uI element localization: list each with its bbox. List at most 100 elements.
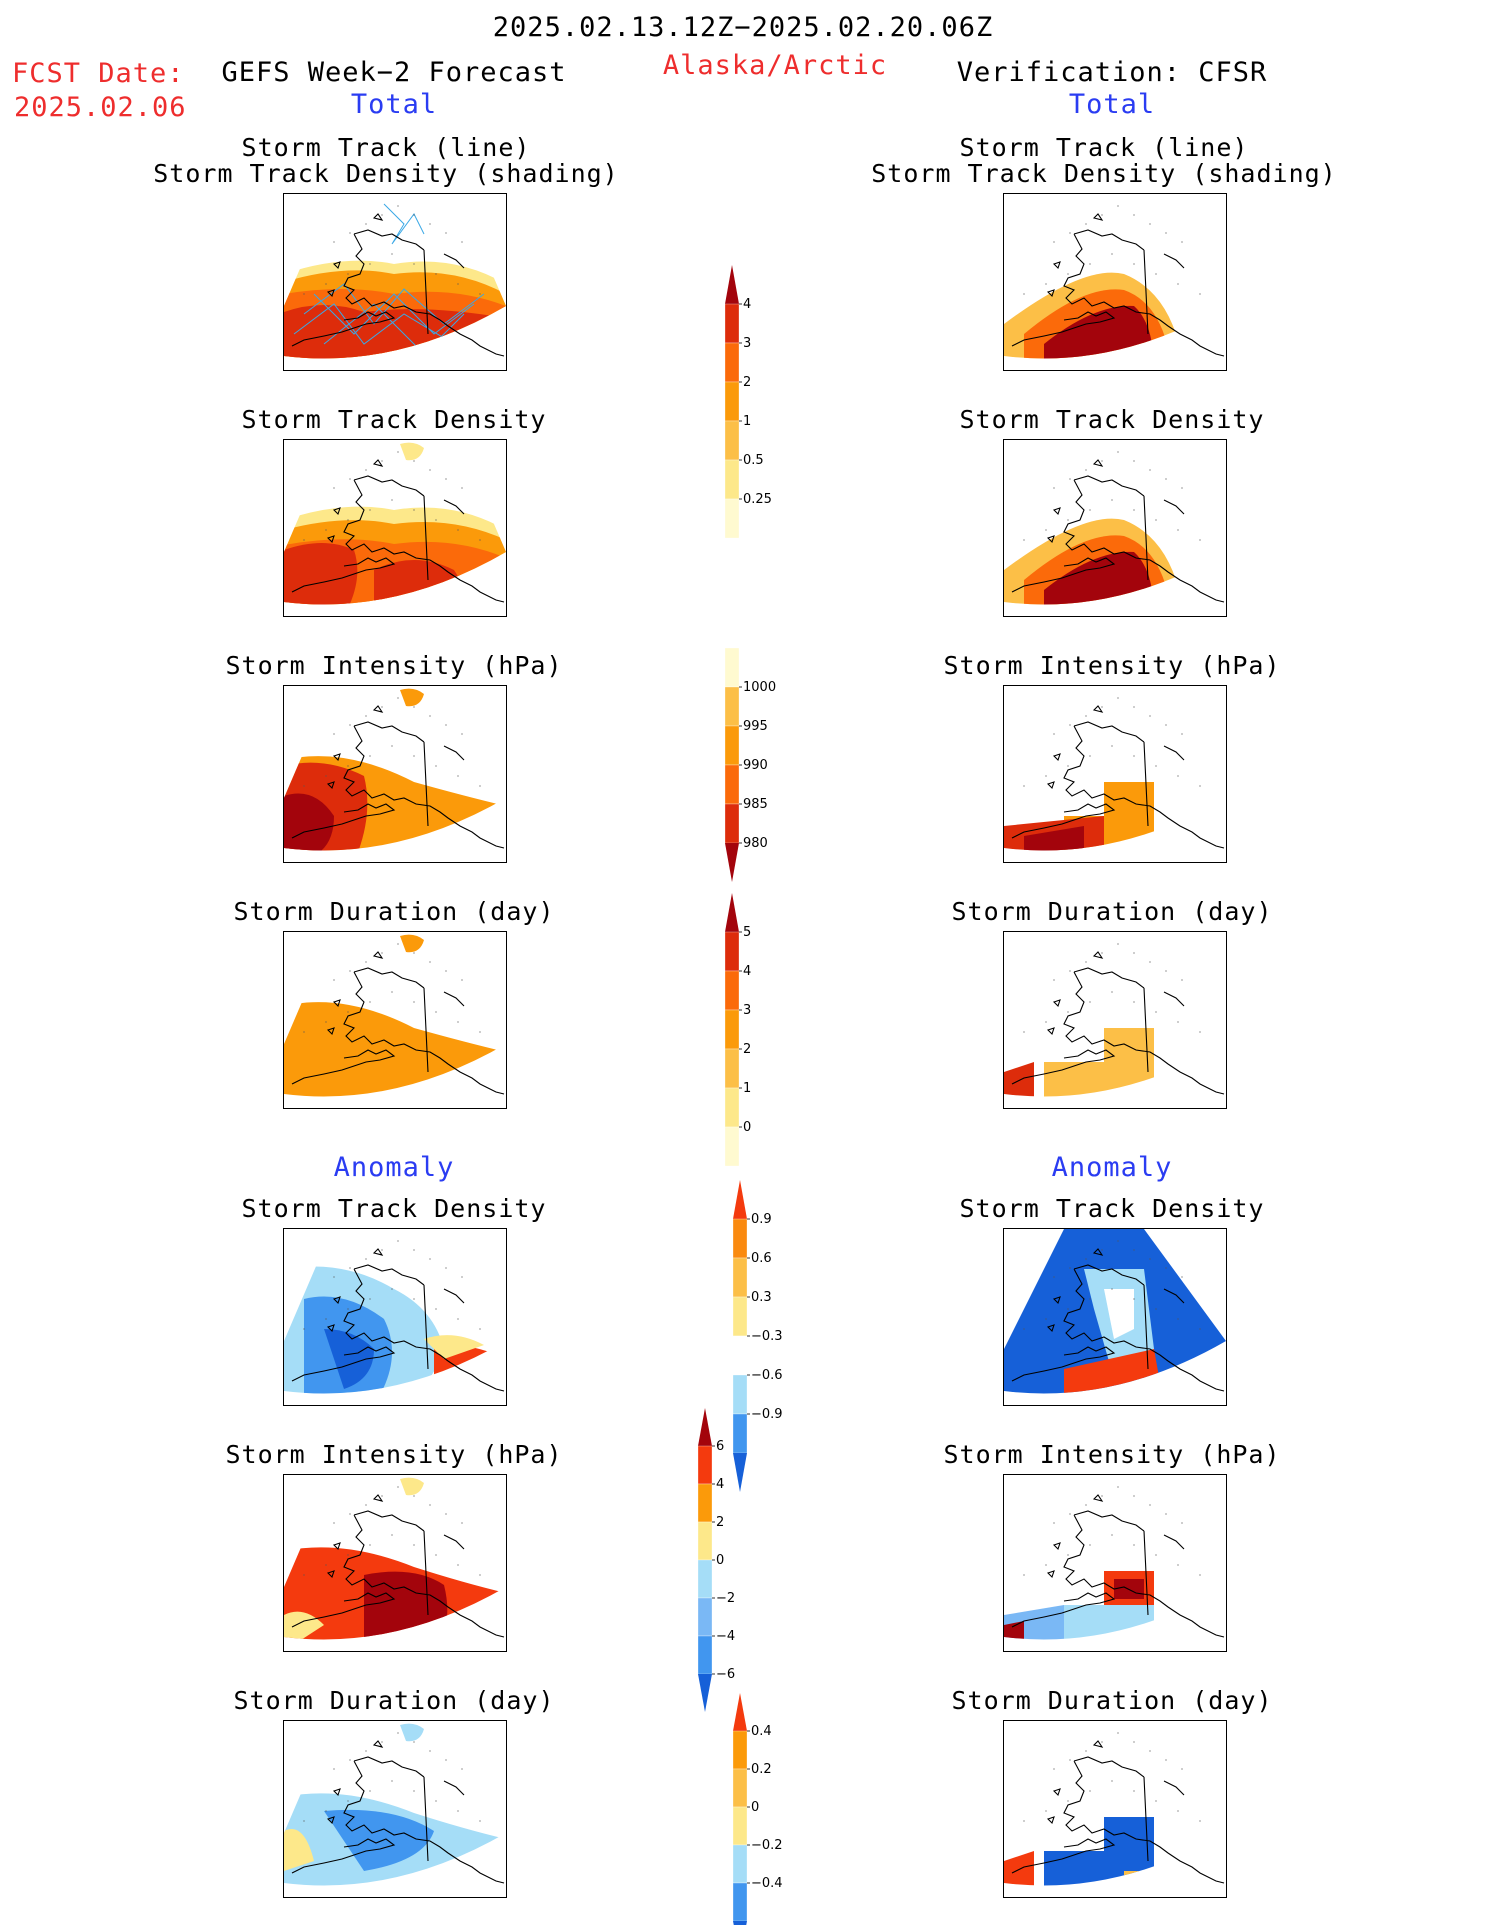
graticule-dot [369,263,371,265]
shading-region [284,1611,324,1640]
graticule-dot [397,1732,399,1734]
colorbar-label: 995 [743,719,768,734]
graticule-dot [1149,223,1151,225]
colorbar-label: −0.3 [751,1329,783,1344]
graticule-dot [1133,1544,1135,1546]
graticule-dot [325,1021,327,1023]
graticule-dot [1117,451,1119,453]
colorbar-segment [724,1009,740,1050]
coastline [291,705,505,849]
graticule-dot [1023,1574,1025,1576]
anomaly-right: Anomaly [1051,1152,1173,1183]
colorbar-label: 5 [743,925,751,940]
colorbar-label: −0.2 [751,1838,783,1853]
graticule-dot [1085,1504,1087,1506]
graticule-dot [365,961,367,963]
graticule-dot [1181,1522,1183,1524]
graticule-dot [461,733,463,735]
graticule-dot [413,1741,415,1743]
title-track-shading-left: Storm Track Density (shading) [153,159,619,188]
graticule-dot [303,293,305,295]
graticule-dot [1149,715,1151,717]
graticule-dot [1155,1800,1157,1802]
region-label: Alaska/Arctic [662,50,888,81]
colorbar-label: −0.9 [751,1407,783,1422]
graticule-dot [445,1759,447,1761]
shading-region [284,1002,506,1097]
graticule-dot [435,1011,437,1013]
graticule-dot [479,293,481,295]
graticule-dot [1181,733,1183,735]
shading-region [400,1477,424,1496]
shading-region [284,543,358,605]
title-density-right: Storm Track Density [959,405,1265,434]
shading-region [1004,1621,1024,1640]
graticule-dot [457,1318,459,1320]
graticule-dot [413,214,415,216]
graticule-dot [1181,979,1183,981]
graticule-dot [1149,1750,1151,1752]
colorbar-label: 4 [716,1477,724,1492]
graticule-dot [1101,1249,1103,1251]
title-track-line-right: Storm Track (line) [959,133,1249,162]
colorbar-segment [724,420,740,461]
graticule-dot [325,283,327,285]
map-cfsr-density [1003,439,1227,617]
graticule-dot [1067,1554,1069,1556]
graticule-dot [1053,487,1055,489]
graticule-dot [1045,1021,1047,1023]
graticule-dot [1089,1544,1091,1546]
graticule-dot [1133,1790,1135,1792]
colorbar-segment [724,970,740,1011]
graticule-dot [1045,529,1047,531]
graticule-dot [413,509,415,511]
graticule-dot [381,1741,383,1743]
colorbar-segment [732,1768,748,1808]
shading-region [400,442,424,461]
title-anom-density-left: Storm Track Density [241,1194,547,1223]
graticule-dot [369,509,371,511]
shading-region [364,1571,448,1640]
graticule-dot [349,232,351,234]
graticule-dot [369,1790,371,1792]
colorbar-segment [697,1597,713,1637]
title-density-left: Storm Track Density [241,405,547,434]
graticule-dot [1053,1276,1055,1278]
graticule-dot [391,745,393,747]
graticule-dot [325,529,327,531]
map-gefs-track [283,193,507,371]
colorbar-segment [732,1296,748,1337]
coastline [1011,1248,1225,1392]
shading-region [284,1829,314,1871]
shading-region [400,934,424,953]
graticule-dot [1155,1554,1157,1556]
graticule-dot [413,1544,415,1546]
coastline [291,1248,505,1392]
graticule-dot [1067,765,1069,767]
graticule-dot [1155,273,1157,275]
map-gefs-density [283,439,507,617]
graticule-dot [1149,1504,1151,1506]
colorbar-segment [732,1806,748,1846]
graticule-dot [349,478,351,480]
title-duration-left: Storm Duration (day) [233,897,555,926]
graticule-dot [349,970,351,972]
graticule-dot [325,775,327,777]
shading-region [400,1723,424,1742]
graticule-dot [325,1810,327,1812]
graticule-dot [1111,991,1113,993]
colorbar-cap-top [725,893,739,932]
graticule-dot [365,469,367,471]
colorbar-label: 980 [743,836,768,851]
graticule-dot [1089,263,1091,265]
graticule-dot [1133,1249,1135,1251]
colorbar-label: 0.4 [751,1724,772,1739]
graticule-dot [365,1504,367,1506]
graticule-dot [1199,539,1201,541]
graticule-dot [457,775,459,777]
colorbar-segment [724,1126,740,1167]
total-right: Total [1068,89,1156,120]
graticule-dot [1101,706,1103,708]
graticule-dot [365,1258,367,1260]
colorbar-segment [732,1218,748,1259]
